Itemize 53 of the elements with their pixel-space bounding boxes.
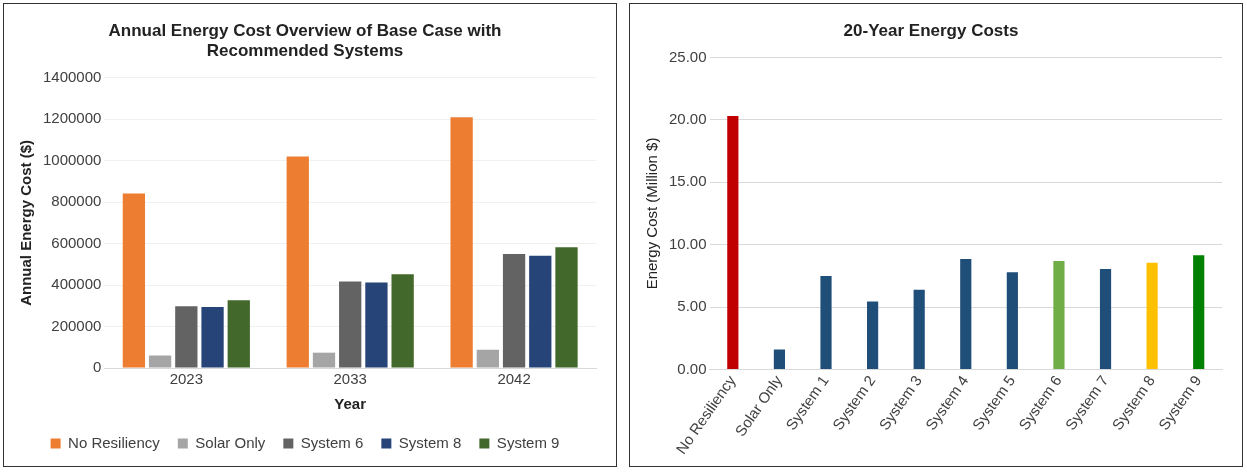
y-tick-label: 20.00	[668, 109, 707, 127]
chart-title: Annual Energy Cost Overview of Base Case with Recommended Systems	[108, 20, 502, 61]
legend-label: System 6	[300, 433, 364, 451]
x-tick-label: 2023	[169, 370, 204, 388]
y-tick-label: 25.00	[668, 47, 707, 65]
y-tick-label: 15.00	[668, 172, 707, 190]
bar	[365, 282, 388, 368]
bar	[773, 349, 786, 370]
bar	[502, 253, 526, 368]
bar	[529, 255, 552, 368]
legend-label: System 9	[496, 433, 560, 451]
y-axis-title: Energy Cost (Million $)	[643, 137, 661, 290]
y-tick-label: 400000	[51, 275, 102, 293]
bar	[339, 281, 362, 368]
bar	[1006, 272, 1018, 370]
x-axis-title: Year	[334, 395, 367, 413]
y-tick-label: 800000	[51, 192, 102, 210]
bar	[391, 274, 414, 368]
bar	[555, 247, 578, 368]
bar	[286, 156, 309, 368]
bar	[476, 349, 499, 368]
bar	[148, 355, 172, 368]
y-tick-label: 5.00	[677, 297, 707, 315]
y-tick-label: 1400000	[42, 67, 102, 85]
bar	[450, 117, 473, 368]
bar	[1099, 269, 1112, 370]
bar	[122, 193, 146, 368]
bar	[1193, 255, 1205, 370]
x-tick-label: 2042	[497, 370, 531, 388]
y-tick-label: 0.00	[677, 359, 707, 377]
x-tick-label: 2033	[333, 370, 367, 388]
y-tick-label: 1000000	[42, 150, 102, 168]
y-tick-label: 0	[93, 358, 102, 376]
y-tick-label: 10.00	[668, 234, 707, 252]
y-tick-label: 200000	[51, 316, 102, 334]
bar	[175, 306, 198, 368]
bar	[312, 352, 336, 368]
bar	[913, 289, 925, 370]
bar	[820, 275, 832, 370]
y-axis-title: Annual Energy Cost ($)	[17, 139, 35, 306]
legend-label: System 8	[398, 433, 462, 451]
bar	[727, 116, 739, 370]
bar	[1146, 262, 1158, 370]
bar	[1053, 260, 1065, 370]
bar	[867, 301, 879, 370]
legend-label: Solar Only	[195, 433, 266, 451]
chart-title: 20-Year Energy Costs	[843, 20, 1019, 40]
bar	[227, 300, 250, 368]
bar	[201, 307, 224, 368]
y-tick-label: 600000	[51, 233, 102, 251]
y-tick-label: 1200000	[42, 109, 102, 127]
legend-label: No Resiliency	[68, 433, 161, 451]
bar	[960, 259, 972, 370]
